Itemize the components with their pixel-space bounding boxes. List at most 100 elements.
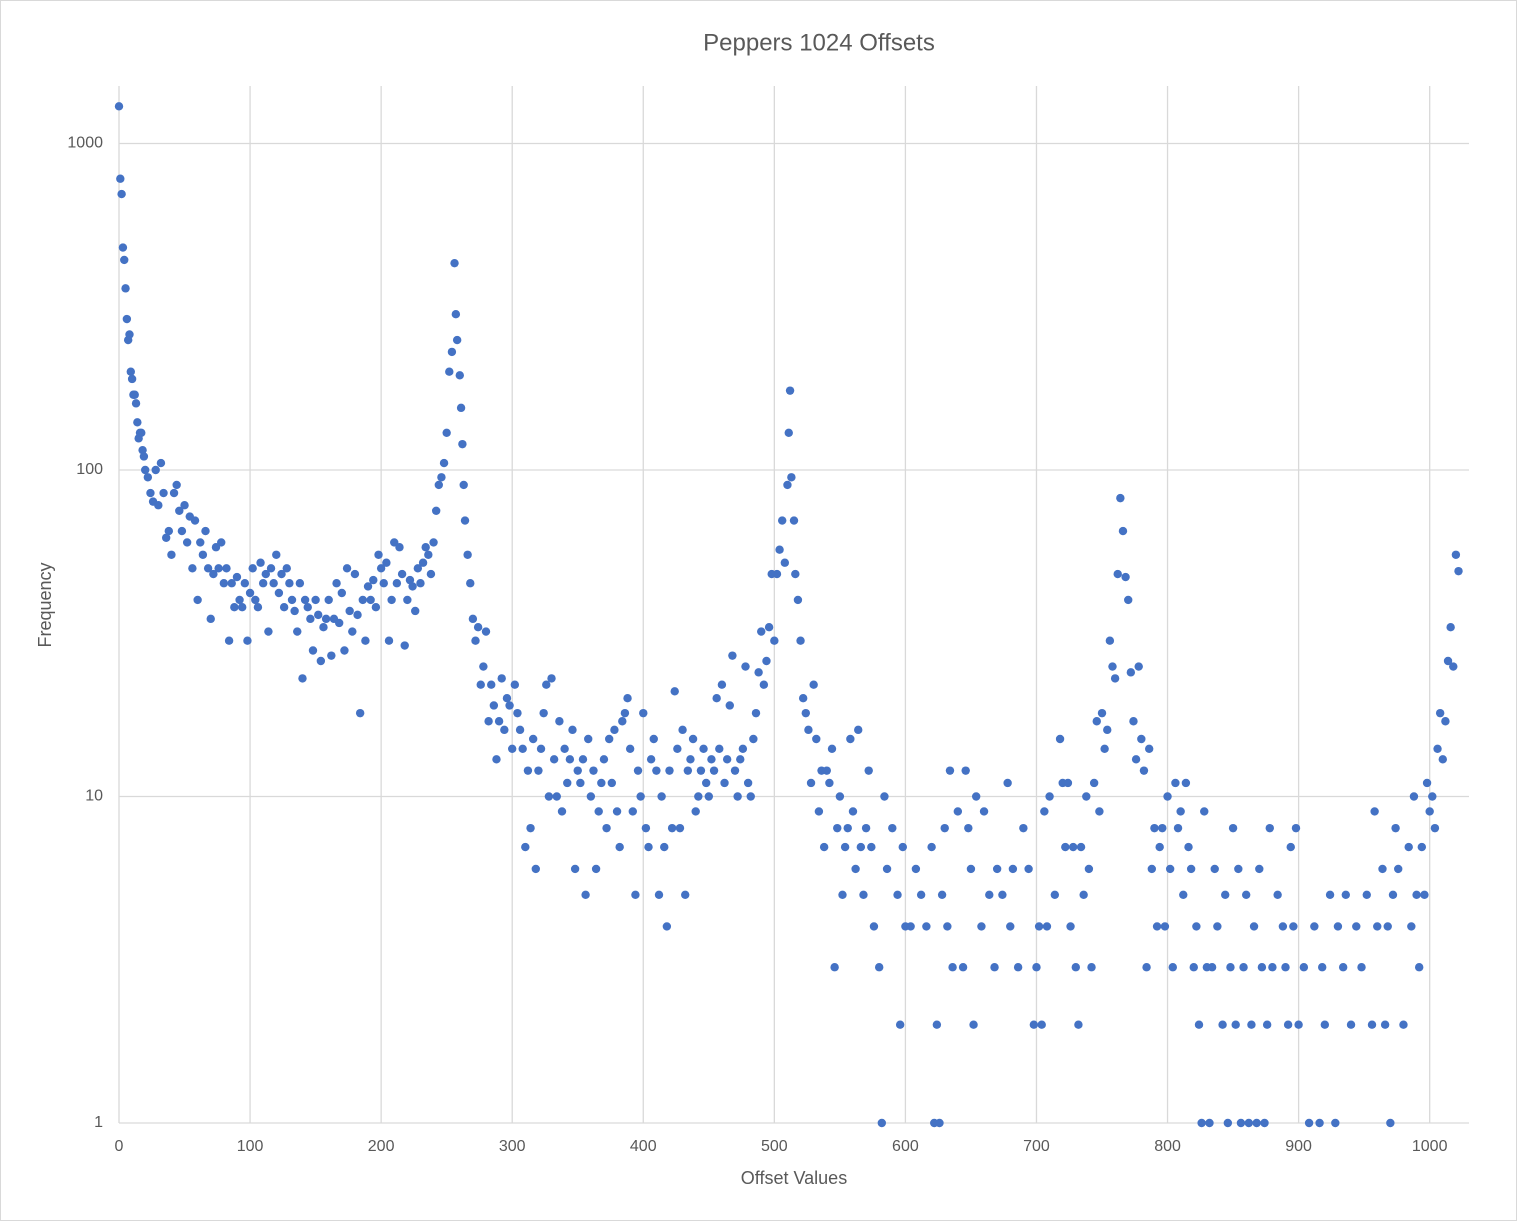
point <box>508 744 517 753</box>
point <box>224 636 234 645</box>
point <box>1234 864 1243 874</box>
point <box>660 842 669 852</box>
point <box>1320 1020 1330 1029</box>
point <box>1029 1020 1039 1029</box>
point <box>1144 744 1154 753</box>
point <box>977 922 986 931</box>
point <box>238 602 247 612</box>
point <box>1134 662 1143 671</box>
point <box>641 823 651 833</box>
point <box>1192 922 1201 931</box>
point <box>222 564 231 573</box>
point <box>1247 1020 1256 1029</box>
point <box>662 922 672 931</box>
point <box>717 680 727 689</box>
point <box>990 963 999 972</box>
point <box>355 708 365 718</box>
point <box>282 564 291 573</box>
point <box>1425 807 1434 816</box>
point <box>439 458 449 468</box>
point <box>1155 842 1164 852</box>
grid <box>118 86 1469 1124</box>
point <box>1189 963 1198 972</box>
point <box>1265 823 1274 833</box>
point <box>395 543 404 552</box>
point <box>1150 823 1159 833</box>
point <box>1050 890 1060 899</box>
point <box>964 823 973 833</box>
point <box>620 708 630 718</box>
point <box>1315 1118 1324 1128</box>
point <box>1221 890 1230 899</box>
point <box>374 550 383 559</box>
point <box>1116 493 1125 503</box>
point <box>460 516 470 525</box>
point <box>279 602 289 612</box>
point <box>1291 823 1301 833</box>
point <box>468 614 478 624</box>
point <box>369 575 378 585</box>
point <box>431 506 441 515</box>
point <box>505 701 514 710</box>
point <box>806 778 816 788</box>
point <box>895 1020 905 1029</box>
point <box>762 656 771 666</box>
point <box>502 694 512 703</box>
point <box>442 428 451 437</box>
point <box>555 717 564 726</box>
point <box>206 614 215 624</box>
point <box>916 890 926 899</box>
point <box>146 488 155 498</box>
point <box>523 766 533 775</box>
point <box>573 766 582 775</box>
point <box>235 595 244 605</box>
point <box>1430 823 1440 833</box>
point <box>319 623 328 632</box>
point <box>1105 636 1115 645</box>
point <box>636 792 645 801</box>
point <box>1071 963 1080 972</box>
x-tick-label: 500 <box>761 1138 788 1155</box>
point <box>358 595 367 605</box>
point <box>1260 1118 1269 1128</box>
point <box>859 890 868 899</box>
point <box>479 662 488 671</box>
point <box>528 734 538 744</box>
point <box>1441 717 1450 726</box>
point <box>544 792 554 801</box>
point <box>1168 963 1177 972</box>
point <box>1241 890 1251 899</box>
point <box>1383 922 1392 931</box>
point <box>138 445 147 455</box>
point <box>169 488 179 498</box>
point <box>979 807 989 816</box>
point <box>314 610 323 620</box>
point <box>243 636 252 645</box>
point <box>269 579 278 588</box>
point <box>764 623 774 632</box>
point <box>830 963 839 972</box>
point <box>308 646 318 655</box>
point <box>922 922 931 931</box>
point <box>376 564 386 573</box>
point <box>833 823 842 833</box>
point <box>459 480 468 490</box>
point <box>757 627 766 636</box>
point <box>421 543 430 552</box>
point <box>494 717 504 726</box>
point <box>1304 1118 1314 1128</box>
point <box>1095 807 1104 816</box>
point <box>699 744 708 753</box>
point <box>122 314 132 324</box>
y-tick-label: 100 <box>76 461 103 478</box>
point <box>789 516 799 525</box>
point <box>277 569 286 579</box>
point <box>625 744 635 753</box>
point <box>345 606 354 616</box>
point <box>736 755 745 764</box>
point <box>1037 1020 1046 1029</box>
point <box>935 1118 944 1128</box>
point <box>274 588 284 598</box>
point <box>720 778 729 788</box>
point <box>159 488 168 498</box>
